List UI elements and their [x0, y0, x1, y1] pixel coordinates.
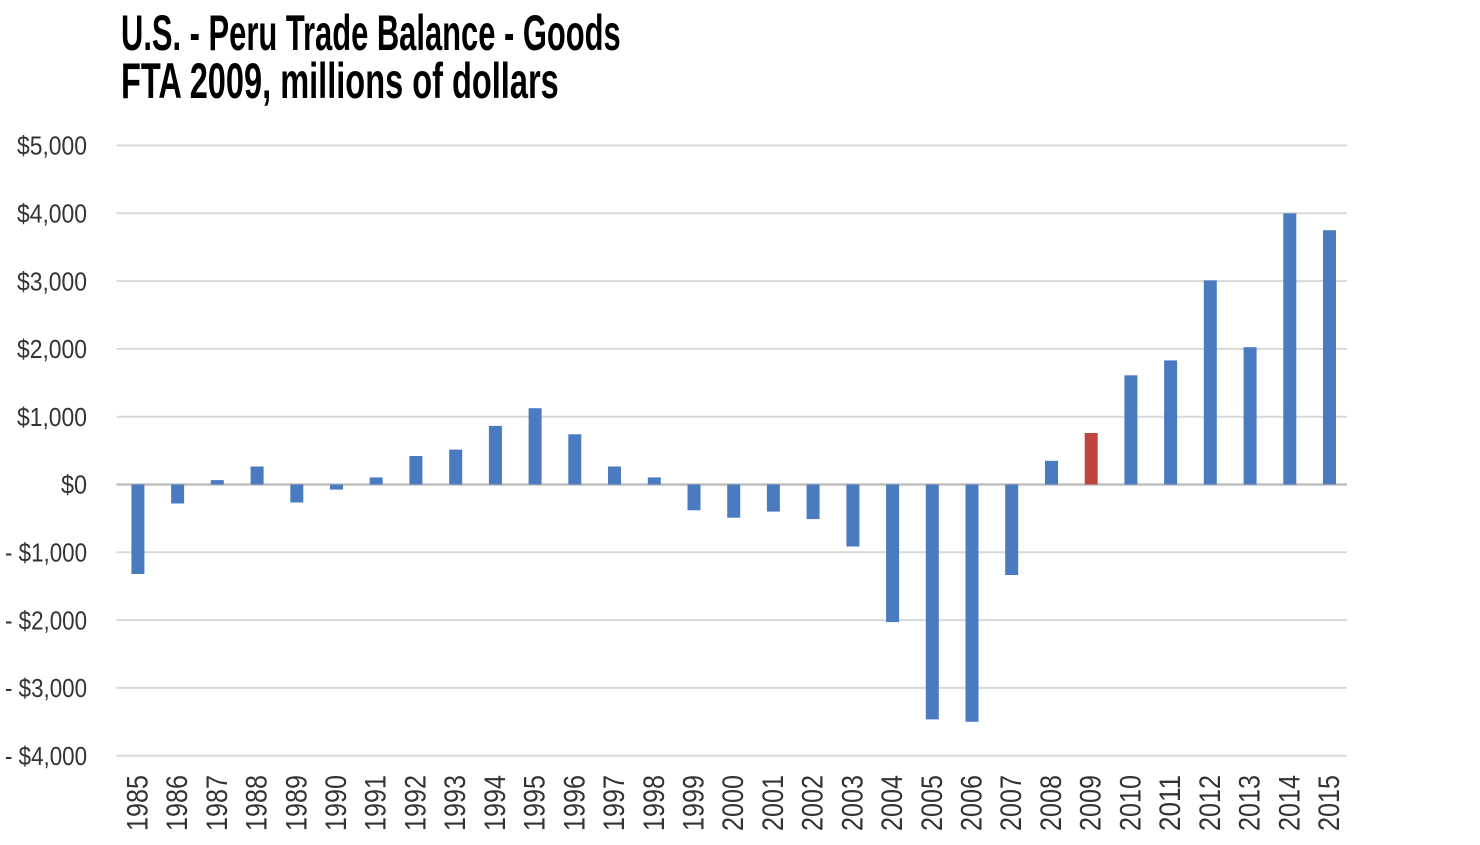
svg-text:1991: 1991: [360, 775, 393, 831]
svg-text:- $4,000: - $4,000: [5, 741, 87, 771]
svg-text:2009: 2009: [1075, 775, 1108, 831]
svg-text:1996: 1996: [558, 775, 591, 831]
svg-text:1995: 1995: [519, 775, 552, 831]
svg-text:$4,000: $4,000: [17, 199, 87, 229]
svg-text:1994: 1994: [479, 775, 512, 831]
svg-text:2000: 2000: [717, 775, 750, 831]
svg-text:2005: 2005: [916, 775, 949, 831]
svg-text:1998: 1998: [638, 775, 671, 831]
svg-text:$0: $0: [61, 470, 87, 500]
svg-text:2003: 2003: [836, 775, 869, 831]
svg-text:2012: 2012: [1194, 775, 1227, 831]
svg-text:$1,000: $1,000: [17, 402, 87, 432]
svg-text:1985: 1985: [121, 775, 154, 831]
svg-text:- $1,000: - $1,000: [5, 538, 87, 568]
svg-text:2014: 2014: [1273, 775, 1306, 831]
svg-text:$5,000: $5,000: [17, 131, 87, 161]
svg-text:$3,000: $3,000: [17, 266, 87, 296]
svg-text:2006: 2006: [956, 775, 989, 831]
svg-text:1990: 1990: [320, 775, 353, 831]
svg-text:2004: 2004: [876, 775, 909, 831]
svg-text:2008: 2008: [1035, 775, 1068, 831]
svg-text:1987: 1987: [201, 775, 234, 831]
svg-text:1986: 1986: [161, 775, 194, 831]
svg-text:2011: 2011: [1154, 775, 1187, 831]
svg-text:2007: 2007: [995, 775, 1028, 831]
svg-text:1997: 1997: [598, 775, 631, 831]
svg-text:1992: 1992: [399, 775, 432, 831]
svg-text:- $3,000: - $3,000: [5, 673, 87, 703]
svg-text:$2,000: $2,000: [17, 334, 87, 364]
svg-text:1988: 1988: [241, 775, 274, 831]
svg-text:2013: 2013: [1234, 775, 1267, 831]
svg-text:2015: 2015: [1313, 775, 1346, 831]
svg-text:1993: 1993: [439, 775, 472, 831]
svg-text:2001: 2001: [757, 775, 790, 831]
svg-text:- $2,000: - $2,000: [5, 605, 87, 635]
svg-text:2002: 2002: [797, 775, 830, 831]
svg-text:1999: 1999: [678, 775, 711, 831]
svg-text:2010: 2010: [1114, 775, 1147, 831]
svg-text:1989: 1989: [280, 775, 313, 831]
